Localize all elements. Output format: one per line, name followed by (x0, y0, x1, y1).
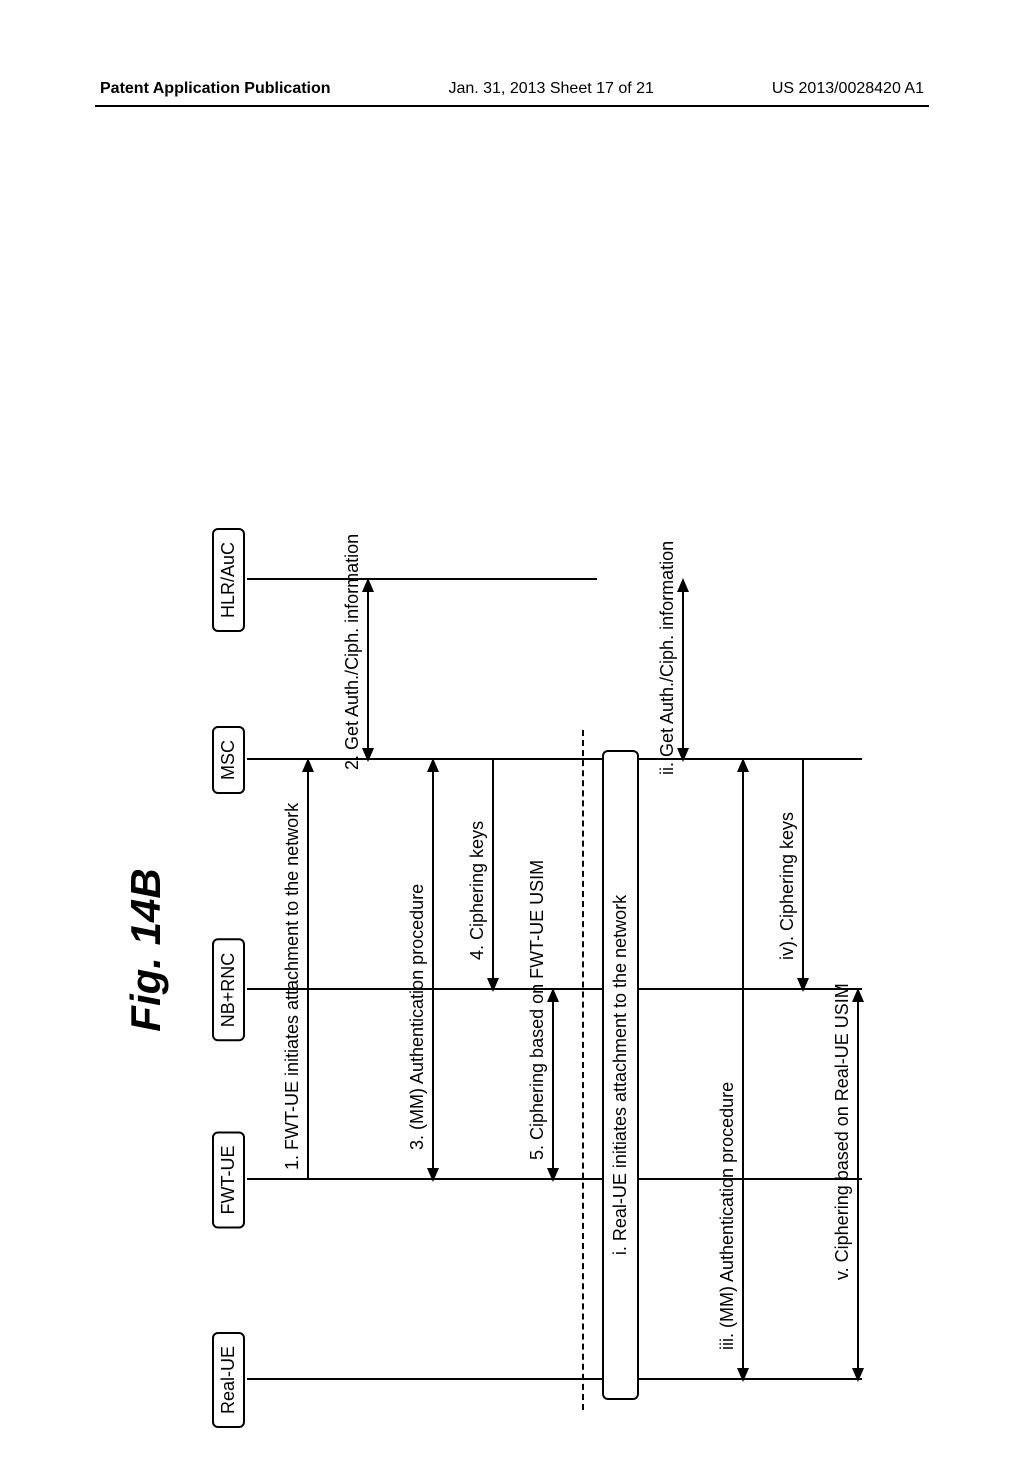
msg-4: 4. Ciphering keys (492, 760, 494, 990)
proc-box-i-label: i. Real-UE initiates attachment to the n… (610, 895, 630, 1255)
msg-1-label: 1. FWT-UE initiates attachment to the ne… (282, 803, 305, 1170)
header-right: US 2013/0028420 A1 (772, 80, 924, 98)
msg-3-label: 3. (MM) Authentication procedure (407, 884, 430, 1150)
header-middle: Jan. 31, 2013 Sheet 17 of 21 (448, 80, 654, 98)
msg-v: v. Ciphering based on Real-UE USIM (857, 990, 859, 1380)
proc-box-i: i. Real-UE initiates attachment to the n… (602, 750, 639, 1400)
lifeline-box-hlr: HLR/AuC (212, 528, 245, 632)
msg-5-label: 5. Ciphering based on FWT-UE USIM (527, 860, 550, 1160)
lifeline-box-msc: MSC (212, 726, 245, 794)
msg-4-label: 4. Ciphering keys (467, 821, 490, 960)
separator (582, 730, 584, 1410)
lifeline-real-ue (247, 1378, 862, 1380)
header-left: Patent Application Publication (100, 80, 331, 98)
page-header: Patent Application Publication Jan. 31, … (0, 80, 1024, 98)
msg-2: 2. Get Auth./Ciph. information (367, 580, 369, 760)
lifeline-hlr (247, 578, 597, 580)
msg-3: 3. (MM) Authentication procedure (432, 760, 434, 1180)
lifeline-msc (247, 758, 862, 760)
msg-iv: iv). Ciphering keys (802, 760, 804, 990)
msg-2-label: 2. Get Auth./Ciph. information (342, 534, 365, 770)
msg-1: 1. FWT-UE initiates attachment to the ne… (307, 760, 309, 1180)
figure-title: Fig. 14B (122, 868, 170, 1031)
msg-v-label: v. Ciphering based on Real-UE USIM (832, 983, 855, 1280)
sequence-diagram: Fig. 14B Real-UE FWT-UE NB+RNC MSC HLR/A… (142, 440, 882, 1460)
msg-ii-label: ii. Get Auth./Ciph. information (657, 541, 680, 775)
msg-5: 5. Ciphering based on FWT-UE USIM (552, 990, 554, 1180)
msg-iv-label: iv). Ciphering keys (777, 812, 800, 960)
lifeline-box-fwt-ue: FWT-UE (212, 1132, 245, 1229)
header-divider (95, 105, 929, 107)
msg-iii-label: iii. (MM) Authentication procedure (717, 1082, 740, 1350)
lifeline-box-real-ue: Real-UE (212, 1332, 245, 1428)
msg-ii: ii. Get Auth./Ciph. information (682, 580, 684, 760)
msg-iii: iii. (MM) Authentication procedure (742, 760, 744, 1380)
lifeline-box-nb-rnc: NB+RNC (212, 939, 245, 1042)
